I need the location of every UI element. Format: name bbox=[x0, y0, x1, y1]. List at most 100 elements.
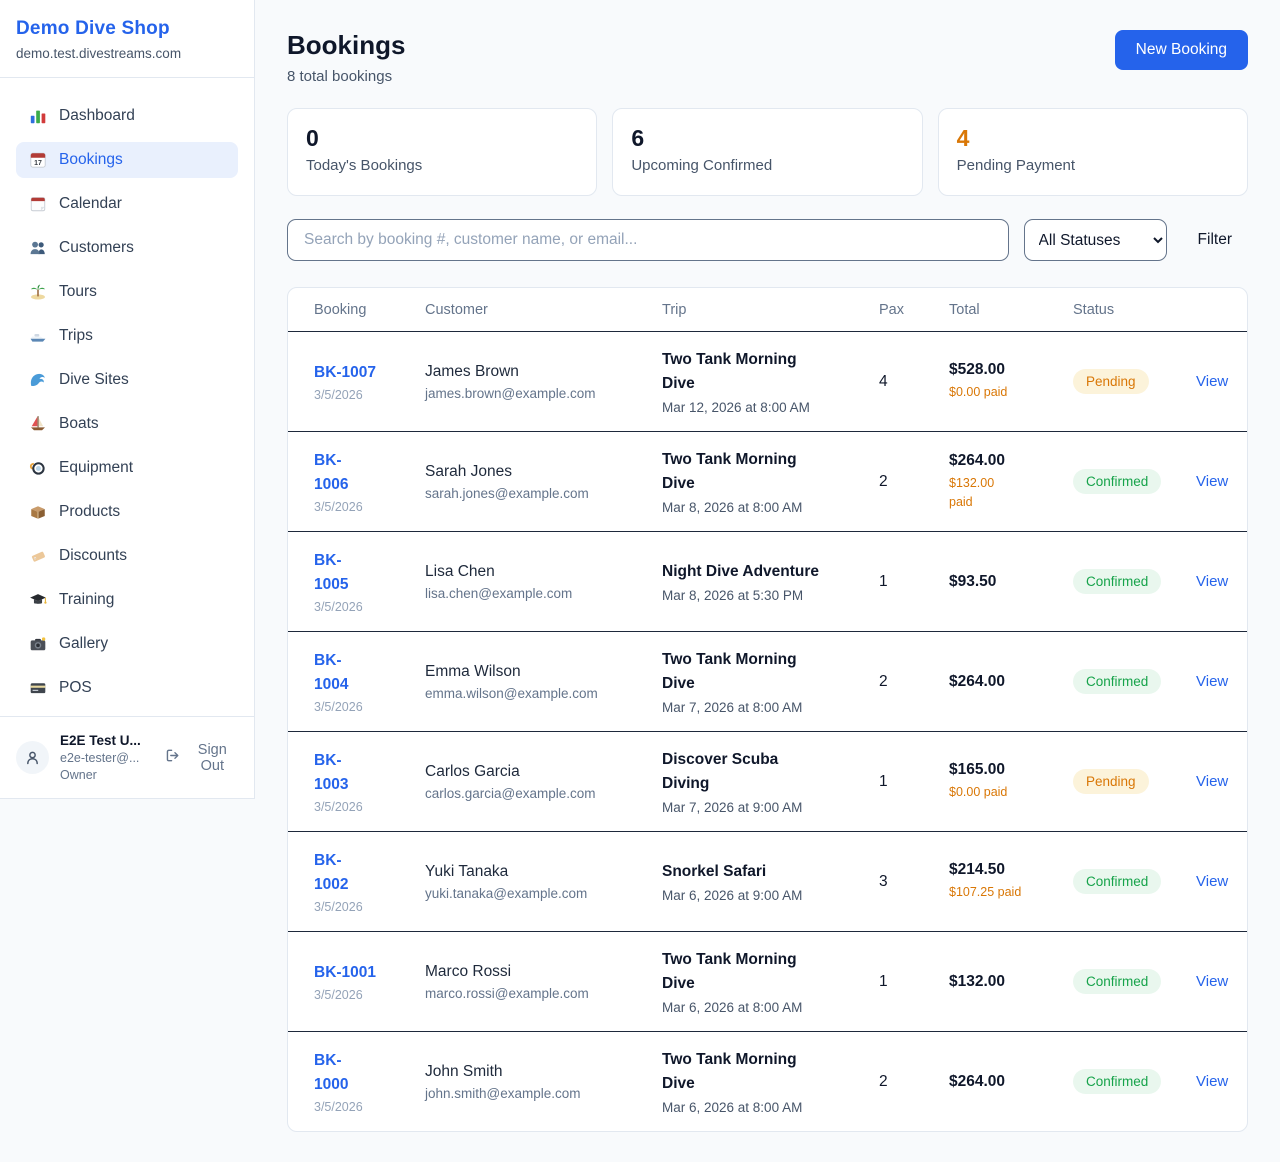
sidebar-item-tours[interactable]: Tours bbox=[16, 274, 238, 310]
sidebar-item-label: Products bbox=[59, 503, 121, 520]
stat-card: 6 Upcoming Confirmed bbox=[612, 108, 923, 196]
trip-datetime: Mar 12, 2026 at 8:00 AM bbox=[662, 399, 810, 415]
sidebar-item-trips[interactable]: Trips bbox=[16, 318, 238, 354]
customer-name: John Smith bbox=[425, 1062, 503, 1080]
sidebar-item-equipment[interactable]: Equipment bbox=[16, 450, 238, 486]
customer-cell: James Brown james.brown@example.com bbox=[425, 363, 662, 401]
booking-id-link[interactable]: BK- 1004 bbox=[314, 651, 349, 693]
trip-cell: Two Tank Morning Dive Mar 6, 2026 at 8:0… bbox=[662, 948, 879, 1015]
total-amount: $214.50 bbox=[949, 861, 1006, 879]
view-link[interactable]: View bbox=[1196, 872, 1229, 890]
booking-id-link[interactable]: BK-1007 bbox=[314, 363, 377, 381]
stat-value: 4 bbox=[956, 125, 970, 151]
page-title: Bookings bbox=[287, 30, 406, 60]
customer-name: Marco Rossi bbox=[425, 962, 512, 980]
sidebar-item-products[interactable]: Products bbox=[16, 494, 238, 530]
view-link[interactable]: View bbox=[1196, 572, 1229, 590]
sidebar-item-boats[interactable]: Boats bbox=[16, 406, 238, 442]
trip-datetime: Mar 8, 2026 at 8:00 AM bbox=[662, 499, 803, 515]
booking-id-link[interactable]: BK- 1003 bbox=[314, 751, 349, 793]
view-cell: View bbox=[1196, 473, 1228, 491]
credit-card-icon bbox=[28, 679, 47, 698]
sidebar-item-training[interactable]: Training bbox=[16, 582, 238, 618]
view-cell: View bbox=[1196, 373, 1228, 391]
trip-title: Night Dive Adventure bbox=[662, 562, 820, 580]
view-link[interactable]: View bbox=[1196, 372, 1229, 390]
new-booking-button[interactable]: New Booking bbox=[1114, 30, 1248, 70]
booking-id-link[interactable]: BK- 1002 bbox=[314, 851, 349, 893]
trip-datetime: Mar 8, 2026 at 5:30 PM bbox=[662, 588, 804, 604]
view-link[interactable]: View bbox=[1196, 972, 1229, 990]
pax-cell: 3 bbox=[879, 872, 888, 890]
booking-date: 3/5/2026 bbox=[314, 500, 363, 515]
calendar-17-icon: 17 bbox=[28, 151, 47, 170]
booking-id-link[interactable]: BK-1001 bbox=[314, 963, 377, 981]
sidebar-item-gallery[interactable]: Gallery bbox=[16, 626, 238, 662]
column-header-booking: Booking bbox=[314, 301, 367, 318]
stat-value: 6 bbox=[631, 125, 645, 151]
pax-cell: 1 bbox=[879, 772, 888, 790]
sidebar-item-dashboard[interactable]: Dashboard bbox=[16, 98, 238, 134]
sidebar-item-calendar[interactable]: Calendar bbox=[16, 186, 238, 222]
avatar bbox=[16, 741, 49, 774]
column-header-status: Status bbox=[1073, 301, 1115, 318]
sidebar: Demo Dive Shop demo.test.divestreams.com… bbox=[0, 0, 255, 799]
sidebar-item-pos[interactable]: POS bbox=[16, 670, 238, 706]
sign-out-button[interactable]: Sign Out bbox=[165, 742, 238, 774]
sidebar-nav: Dashboard 17 Bookings Calendar Customers… bbox=[0, 78, 254, 706]
paid-amount: $107.25 paid bbox=[949, 885, 1022, 900]
customer-name: Yuki Tanaka bbox=[425, 862, 509, 880]
filter-button[interactable]: Filter bbox=[1182, 231, 1248, 249]
trip-datetime: Mar 6, 2026 at 8:00 AM bbox=[662, 999, 803, 1015]
table-row: BK-1007 3/5/2026 James Brown james.brown… bbox=[288, 331, 1247, 431]
status-cell: Confirmed bbox=[1073, 469, 1196, 494]
total-cell: $132.00 bbox=[949, 973, 1073, 991]
status-select[interactable]: All Statuses bbox=[1023, 219, 1167, 261]
sidebar-user-card: E2E Test U... e2e-tester@... Owner Sign … bbox=[0, 716, 254, 798]
view-cell: View bbox=[1196, 673, 1228, 691]
sidebar-item-customers[interactable]: Customers bbox=[16, 230, 238, 266]
sidebar-item-label: Calendar bbox=[59, 195, 122, 212]
stat-label: Pending Payment bbox=[956, 157, 1076, 174]
shop-name[interactable]: Demo Dive Shop bbox=[16, 18, 170, 39]
total-amount: $132.00 bbox=[949, 972, 1006, 990]
view-cell: View bbox=[1196, 773, 1228, 791]
pax-cell: 2 bbox=[879, 672, 888, 690]
sidebar-item-label: Equipment bbox=[59, 459, 134, 476]
sidebar-item-discounts[interactable]: Discounts bbox=[16, 538, 238, 574]
camera-icon bbox=[28, 635, 47, 654]
view-link[interactable]: View bbox=[1196, 772, 1229, 790]
view-link[interactable]: View bbox=[1196, 672, 1229, 690]
stats-row: 0 Today's Bookings 6 Upcoming Confirmed … bbox=[287, 108, 1248, 196]
pax-cell: 1 bbox=[879, 972, 888, 990]
sailboat-icon bbox=[28, 415, 47, 434]
view-link[interactable]: View bbox=[1196, 1072, 1229, 1090]
table-row: BK- 1003 3/5/2026 Carlos Garcia carlos.g… bbox=[288, 731, 1247, 831]
customer-name: Emma Wilson bbox=[425, 662, 521, 680]
sidebar-item-label: Tours bbox=[59, 283, 97, 300]
grad-cap-icon bbox=[28, 591, 47, 610]
booking-id-link[interactable]: BK- 1006 bbox=[314, 451, 349, 493]
table-row: BK-1001 3/5/2026 Marco Rossi marco.rossi… bbox=[288, 931, 1247, 1031]
trip-cell: Snorkel Safari Mar 6, 2026 at 9:00 AM bbox=[662, 860, 879, 903]
status-cell: Pending bbox=[1073, 769, 1196, 794]
trip-title: Two Tank Morning Dive bbox=[662, 1051, 797, 1092]
user-role: Owner bbox=[60, 767, 97, 782]
speedboat-icon bbox=[28, 327, 47, 346]
sidebar-item-bookings[interactable]: 17 Bookings bbox=[16, 142, 238, 178]
booking-id-link[interactable]: BK- 1000 bbox=[314, 1051, 349, 1093]
view-link[interactable]: View bbox=[1196, 472, 1229, 490]
table-row: BK- 1002 3/5/2026 Yuki Tanaka yuki.tanak… bbox=[288, 831, 1247, 931]
view-cell: View bbox=[1196, 1073, 1228, 1091]
trip-cell: Two Tank Morning Dive Mar 8, 2026 at 8:0… bbox=[662, 448, 879, 515]
search-input[interactable] bbox=[287, 219, 1009, 261]
column-header-customer: Customer bbox=[425, 301, 488, 318]
sign-out-icon bbox=[165, 748, 180, 767]
trip-datetime: Mar 7, 2026 at 8:00 AM bbox=[662, 699, 803, 715]
pax-cell: 2 bbox=[879, 1072, 888, 1090]
column-header-total: Total bbox=[949, 301, 980, 318]
booking-id-link[interactable]: BK- 1005 bbox=[314, 551, 349, 593]
sidebar-item-dive-sites[interactable]: Dive Sites bbox=[16, 362, 238, 398]
user-name: E2E Test U... bbox=[60, 732, 141, 748]
stat-label: Today's Bookings bbox=[306, 157, 423, 174]
